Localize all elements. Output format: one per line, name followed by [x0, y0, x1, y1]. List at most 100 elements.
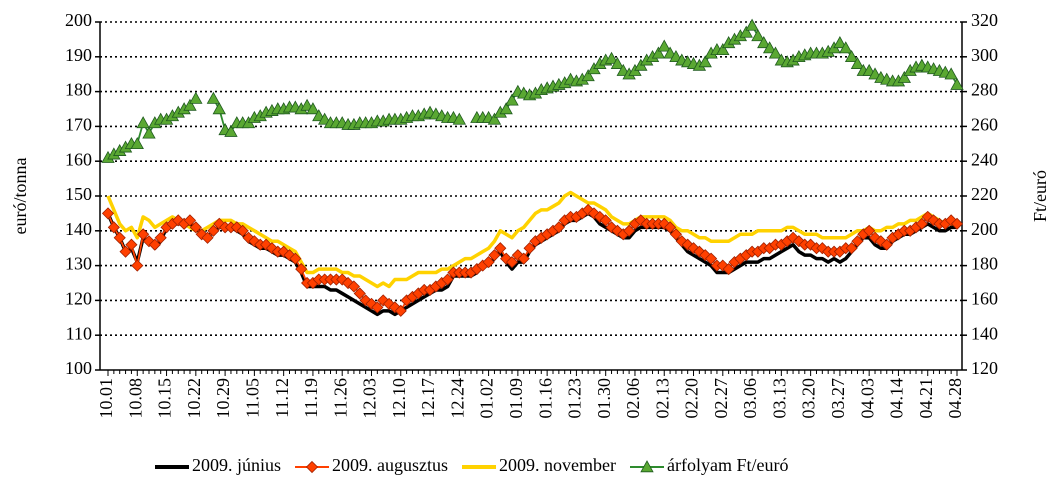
data-point [365, 297, 378, 310]
y-tick-label: 150 [65, 184, 92, 204]
data-point [482, 256, 495, 269]
data-point [183, 98, 197, 111]
x-tick-label: 11.12 [272, 378, 292, 418]
data-point [868, 231, 882, 244]
y2-tick-label: 200 [971, 219, 998, 239]
x-tick-label: 01.09 [506, 378, 526, 419]
x-tick-label: 04.21 [916, 378, 936, 419]
data-point [716, 43, 730, 56]
legend-label: 2009. június [192, 455, 281, 475]
legend-marker [305, 460, 319, 474]
series [101, 203, 964, 317]
y-tick-label: 110 [66, 323, 92, 343]
y-axis-title: euró/tonna [10, 158, 30, 235]
data-point [845, 242, 858, 255]
data-point [675, 235, 688, 248]
x-tick-label: 02.13 [652, 378, 672, 419]
data-point [897, 70, 911, 83]
data-point [347, 280, 360, 293]
legend-label: 2009. november [499, 455, 616, 475]
data-point [295, 263, 308, 276]
data-point [183, 214, 197, 227]
data-point [623, 224, 636, 237]
x-tick-label: 03.13 [769, 378, 789, 419]
y-tick-label: 130 [65, 254, 92, 274]
data-point [306, 102, 320, 115]
data-point [581, 69, 595, 82]
x-tick-label: 01.02 [477, 378, 497, 419]
data-point [265, 242, 279, 255]
data-point [494, 242, 507, 255]
data-point [523, 242, 536, 255]
data-point [664, 221, 677, 234]
x-tick-label: 12.24 [447, 378, 467, 419]
data-point [189, 91, 203, 104]
data-point [874, 235, 887, 248]
data-point [657, 39, 671, 52]
data-point [605, 221, 618, 234]
y2-tick-label: 300 [971, 45, 998, 65]
data-point [552, 221, 565, 234]
data-point [505, 256, 519, 269]
data-point [669, 228, 683, 241]
data-point [189, 221, 202, 234]
x-tick-label: 11.26 [330, 378, 350, 418]
data-point [500, 252, 513, 265]
data-point [604, 51, 619, 64]
y-tick-label: 100 [65, 358, 92, 378]
data-point [224, 124, 238, 137]
data-point [136, 116, 150, 129]
data-point [833, 36, 847, 49]
data-point [207, 224, 220, 237]
data-point [851, 235, 864, 248]
data-point [499, 102, 513, 115]
data-point [944, 67, 958, 80]
data-point [452, 112, 466, 125]
data-point [698, 55, 712, 68]
y2-tick-label: 280 [971, 80, 998, 100]
data-point [125, 238, 138, 251]
x-tick-label: 04.14 [887, 378, 907, 419]
data-point [230, 221, 243, 234]
data-point [757, 36, 771, 49]
legend-marker [640, 460, 654, 473]
data-point [599, 214, 612, 227]
data-point [101, 207, 115, 220]
data-point [487, 112, 502, 125]
data-point [880, 238, 893, 251]
data-point [195, 228, 208, 241]
x-tick-label: 12.03 [360, 378, 380, 419]
y-tick-label: 170 [65, 115, 92, 135]
x-tick-label: 10.29 [213, 378, 233, 419]
x-tick-label: 04.28 [945, 378, 965, 419]
x-tick-label: 03.27 [828, 378, 848, 419]
data-point [107, 221, 120, 234]
data-point [804, 238, 817, 251]
data-point [505, 93, 519, 106]
x-tick-label: 01.16 [535, 378, 555, 419]
series-line [106, 190, 958, 289]
y-tick-label: 120 [65, 289, 92, 309]
data-point [517, 252, 530, 265]
x-tick-label: 03.20 [799, 378, 819, 419]
x-tick-label: 02.20 [682, 378, 702, 419]
series [101, 18, 964, 163]
data-point [950, 217, 964, 230]
data-point [148, 238, 161, 251]
y2-tick-label: 120 [971, 358, 998, 378]
data-point [915, 217, 928, 230]
x-tick-label: 10.08 [125, 378, 145, 419]
data-point [651, 46, 666, 59]
data-point [634, 214, 647, 227]
y-tick-label: 200 [65, 10, 92, 30]
data-point [260, 238, 273, 251]
x-tick-label: 01.30 [594, 378, 614, 419]
x-tick-label: 03.06 [740, 378, 760, 419]
data-point [950, 77, 964, 90]
data-point [336, 273, 349, 286]
y2-tick-label: 140 [971, 323, 998, 343]
data-point [441, 273, 454, 286]
data-point [371, 301, 384, 314]
y-tick-label: 180 [65, 80, 92, 100]
